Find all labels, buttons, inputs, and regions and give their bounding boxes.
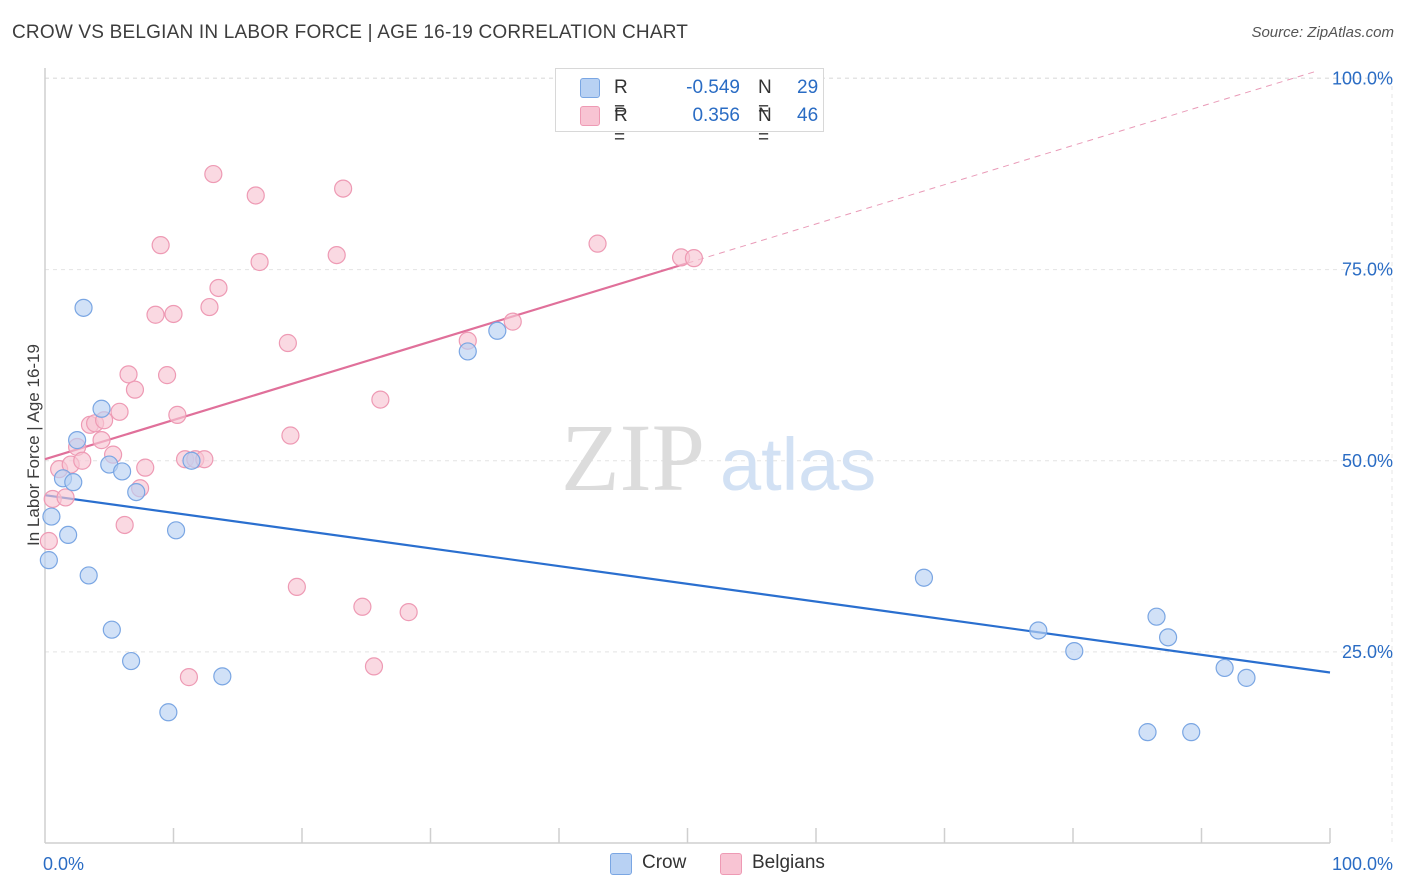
point-crow — [1158, 628, 1178, 647]
y-tick-label: 75.0% — [1342, 260, 1393, 280]
point-belgians — [399, 603, 418, 622]
point-belgians — [115, 515, 134, 535]
legend-r-label: R = — [614, 77, 628, 120]
point-belgians — [39, 531, 58, 551]
belgians-legend-swatch-icon — [720, 853, 742, 875]
point-crow — [1065, 642, 1084, 661]
point-crow — [68, 431, 87, 450]
point-belgians — [503, 312, 522, 331]
x-tick-label: 0.0% — [43, 854, 84, 874]
y-tick-label: 25.0% — [1342, 642, 1393, 662]
crow-legend-swatch-icon — [610, 853, 632, 875]
watermark-zip: ZIP — [561, 404, 705, 511]
point-belgians — [73, 451, 92, 470]
legend-r-value-belgians: 0.356 — [692, 105, 740, 126]
bottom-legend-label-belgians: Belgians — [752, 852, 825, 873]
tick-labels: 25.0% 50.0% 75.0% 100.0% 0.0% 100.0% — [43, 69, 1393, 875]
point-crow — [42, 507, 61, 526]
legend-n-label: N = — [758, 105, 772, 148]
point-crow — [1215, 658, 1234, 678]
point-belgians — [204, 164, 223, 184]
point-belgians — [684, 249, 704, 268]
bottom-legend-label-crow: Crow — [642, 852, 687, 873]
point-belgians — [250, 252, 269, 272]
x-tick-label: 100.0% — [1332, 854, 1393, 874]
point-crow — [1138, 723, 1157, 742]
point-belgians — [110, 402, 129, 421]
point-crow — [182, 451, 201, 470]
point-crow — [74, 298, 93, 317]
legend-r-value-crow: -0.549 — [686, 77, 740, 98]
y-axis-label-container: In Labor Force | Age 16-19 — [14, 300, 44, 600]
point-belgians — [209, 278, 228, 298]
point-belgians — [364, 657, 384, 676]
legend-n-value-crow: 29 — [797, 77, 819, 98]
crow-swatch-icon — [580, 78, 600, 98]
point-belgians — [56, 488, 75, 507]
trend-line-belgians — [44, 262, 688, 461]
point-crow — [1029, 621, 1048, 640]
point-belgians — [278, 333, 297, 353]
point-crow — [121, 651, 141, 671]
point-crow — [1182, 723, 1201, 742]
point-crow — [64, 473, 83, 492]
point-crow — [112, 462, 132, 481]
point-crow — [458, 342, 477, 361]
point-crow — [102, 620, 121, 639]
point-belgians — [334, 179, 353, 198]
point-belgians — [200, 297, 219, 317]
point-belgians — [125, 380, 145, 399]
point-belgians — [327, 245, 346, 265]
point-belgians — [287, 577, 306, 596]
point-crow — [92, 399, 111, 418]
point-belgians — [246, 186, 265, 205]
point-belgians — [281, 426, 300, 445]
point-belgians — [146, 305, 165, 324]
point-belgians — [168, 405, 187, 424]
point-belgians — [353, 597, 372, 616]
y-tick-label: 100.0% — [1332, 69, 1393, 89]
point-belgians — [157, 366, 177, 385]
point-belgians — [92, 431, 111, 450]
point-crow — [79, 566, 98, 585]
source-label: Source: ZipAtlas.com — [1251, 24, 1394, 41]
legend-n-value-belgians: 46 — [797, 105, 819, 126]
y-tick-label: 50.0% — [1342, 451, 1393, 471]
point-crow — [213, 667, 232, 686]
trend-line-crow — [44, 494, 1331, 674]
belgians-swatch-icon — [580, 106, 600, 126]
point-belgians — [119, 365, 138, 384]
legend-n-label: N = — [758, 77, 772, 120]
correlation-legend: R = -0.549 N = 29 R = 0.356 N = 46 — [555, 68, 824, 148]
data-points — [39, 164, 1256, 742]
axes — [44, 68, 1331, 844]
chart-title: CROW VS BELGIAN IN LABOR FORCE | AGE 16-… — [12, 22, 689, 43]
legend-r-label: R = — [614, 105, 628, 148]
point-belgians — [151, 236, 170, 255]
point-crow — [159, 703, 178, 722]
y-axis-label: In Labor Force | Age 16-19 — [24, 344, 43, 546]
point-crow — [1147, 607, 1166, 626]
point-belgians — [164, 304, 183, 324]
point-crow — [1237, 668, 1256, 687]
point-crow — [39, 551, 58, 570]
point-belgians — [588, 234, 607, 253]
point-crow — [488, 321, 507, 340]
point-belgians — [179, 668, 199, 687]
point-crow — [166, 521, 186, 540]
point-crow — [127, 482, 146, 502]
watermark-atlas: atlas — [720, 423, 876, 506]
watermark: ZIP atlas — [561, 404, 876, 511]
point-belgians — [136, 458, 155, 477]
point-crow — [914, 568, 934, 587]
point-crow — [59, 525, 78, 545]
point-belgians — [371, 390, 390, 409]
trend-lines — [44, 70, 1331, 674]
